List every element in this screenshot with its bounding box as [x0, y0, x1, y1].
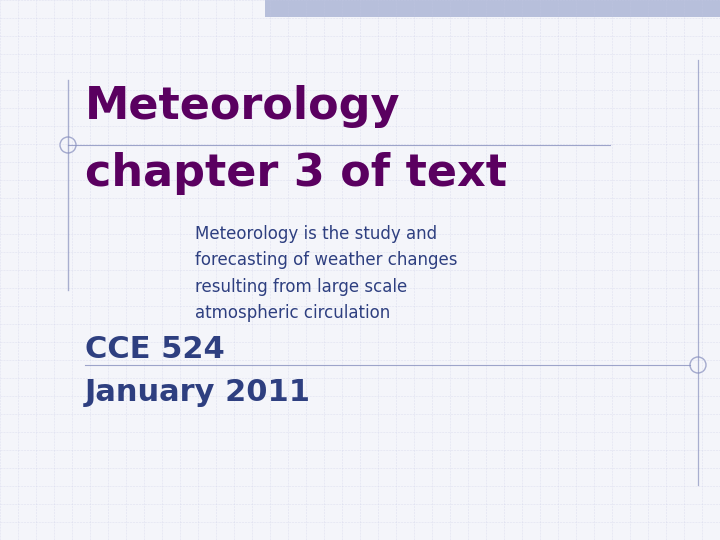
Text: CCE 524: CCE 524 — [85, 335, 225, 364]
Text: Meteorology is the study and
forecasting of weather changes
resulting from large: Meteorology is the study and forecasting… — [195, 225, 457, 322]
Text: Meteorology: Meteorology — [85, 85, 400, 128]
Text: January 2011: January 2011 — [85, 378, 311, 407]
Text: chapter 3 of text: chapter 3 of text — [85, 152, 507, 195]
Bar — [265, 0, 720, 17]
